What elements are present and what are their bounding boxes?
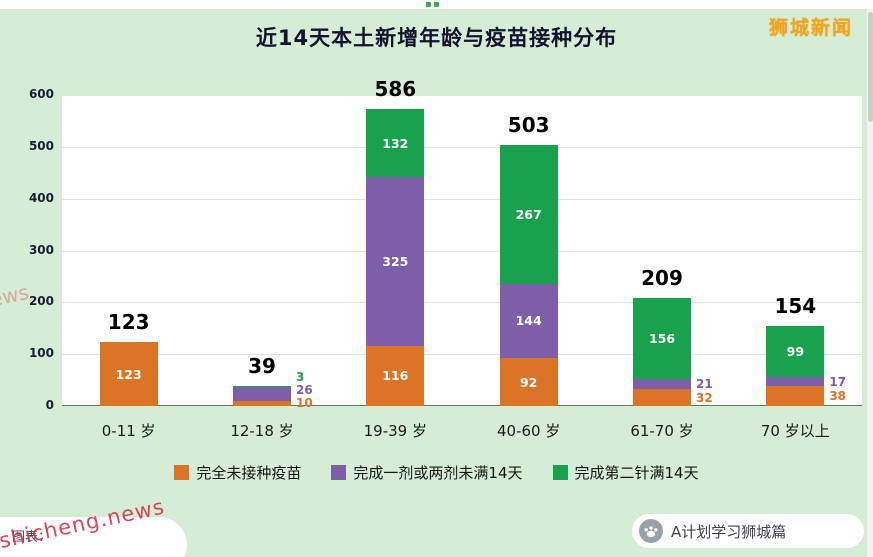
y-axis-tick-label: 400 <box>28 190 54 205</box>
legend-label: 完成第二针满14天 <box>574 464 699 482</box>
bar-segment <box>633 378 691 390</box>
bar-segment: 123 <box>99 342 158 406</box>
legend-swatch <box>331 465 347 480</box>
x-axis-label: 19-39 岁 <box>363 422 427 440</box>
x-axis-label: 70 岁以上 <box>760 422 830 440</box>
site-logo-text: 狮城新闻 <box>768 17 853 39</box>
bar-total-label: 586 <box>374 77 417 101</box>
y-axis-tick-label: 200 <box>28 294 54 309</box>
scrollbar-thumb[interactable] <box>868 12 873 122</box>
paw-icon <box>639 519 663 543</box>
gridline <box>62 95 862 96</box>
channel-badge-label: A计划学习狮城篇 <box>671 522 787 541</box>
legend-swatch <box>174 465 190 480</box>
legend-label: 完全未接种疫苗 <box>196 464 302 482</box>
bottom-left-pill <box>0 517 187 557</box>
y-axis-tick-label: 300 <box>28 242 54 257</box>
bar-segment <box>233 400 291 406</box>
legend-label: 完成一剂或两剂未满14天 <box>353 464 523 482</box>
bar-segment-value-outside: 38 <box>829 389 847 404</box>
chart-source-caption: 图表： <box>12 530 52 545</box>
legend-item: 完全未接种疫苗 <box>174 462 301 483</box>
channel-badge[interactable]: A计划学习狮城篇 <box>632 514 864 548</box>
bar-segment <box>766 386 825 406</box>
x-axis-label: 40-60 岁 <box>496 422 561 440</box>
legend-item: 完成一剂或两剂未满14天 <box>331 462 523 483</box>
x-axis-label: 12-18 岁 <box>230 422 294 440</box>
top-strip-mark <box>426 2 431 7</box>
bar-segment <box>633 389 691 406</box>
bar-segment: 116 <box>366 345 425 406</box>
bar-segment-value-outside: 32 <box>696 390 713 405</box>
bar-segment: 132 <box>366 108 425 178</box>
y-axis-tick-label: 600 <box>28 87 54 101</box>
bar-segment: 325 <box>366 177 425 346</box>
bar-segment: 267 <box>499 145 558 284</box>
bar-segment <box>233 385 291 388</box>
y-axis-tick-label: 500 <box>28 138 54 153</box>
bar-segment: 92 <box>499 358 558 406</box>
legend-swatch <box>552 465 568 480</box>
bar-segment <box>233 387 291 401</box>
bar-total-label: 209 <box>641 265 683 290</box>
x-axis-label: 0-11 岁 <box>101 422 156 440</box>
gridline <box>62 354 862 356</box>
bar-segment: 99 <box>766 326 825 378</box>
gridline <box>62 198 862 200</box>
bar-total-label: 503 <box>507 113 550 138</box>
bar-segment-value-outside: 21 <box>696 376 713 391</box>
bar-total-label: 154 <box>774 294 817 319</box>
bar-total-label: 123 <box>107 310 150 335</box>
legend-item: 完成第二针满14天 <box>552 462 699 483</box>
bar-segment-value-outside: 26 <box>296 383 313 398</box>
top-strip-mark <box>434 2 439 7</box>
gridline <box>62 250 862 252</box>
browser-top-strip <box>0 0 873 9</box>
bar-total-label: 39 <box>248 353 276 378</box>
vertical-scrollbar[interactable] <box>866 9 873 557</box>
bar-segment-value-outside: 17 <box>829 374 847 389</box>
chart-legend: 完全未接种疫苗 完成一剂或两剂未满14天 完成第二针满14天 <box>0 462 873 483</box>
y-axis-tick-label: 0 <box>45 398 54 412</box>
plot-area: 0 100 200 300 400 500 600 123 123 10 26 3 39 116 325 13… <box>29 77 862 412</box>
bar-segment-value-outside: 10 <box>296 396 313 411</box>
y-axis-tick-label: 100 <box>28 346 54 361</box>
chart-title: 近14天本土新增年龄与疫苗接种分布 <box>255 26 618 50</box>
gridline <box>62 302 862 304</box>
x-axis-label: 61-70 岁 <box>630 422 694 440</box>
x-axis-labels-row: 0-11 岁 12-18 岁 19-39 岁 40-60 岁 61-70 岁 70 岁以上 <box>62 420 862 442</box>
bar-segment: 156 <box>633 297 691 379</box>
gridline <box>62 146 862 148</box>
bar-segment-value-outside: 3 <box>296 370 305 385</box>
bar-segment: 144 <box>499 283 558 359</box>
bar-segment <box>766 377 825 387</box>
